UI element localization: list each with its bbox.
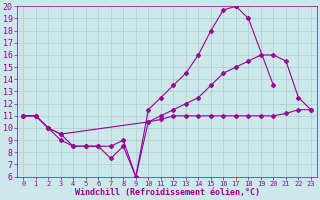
X-axis label: Windchill (Refroidissement éolien,°C): Windchill (Refroidissement éolien,°C) <box>75 188 260 197</box>
